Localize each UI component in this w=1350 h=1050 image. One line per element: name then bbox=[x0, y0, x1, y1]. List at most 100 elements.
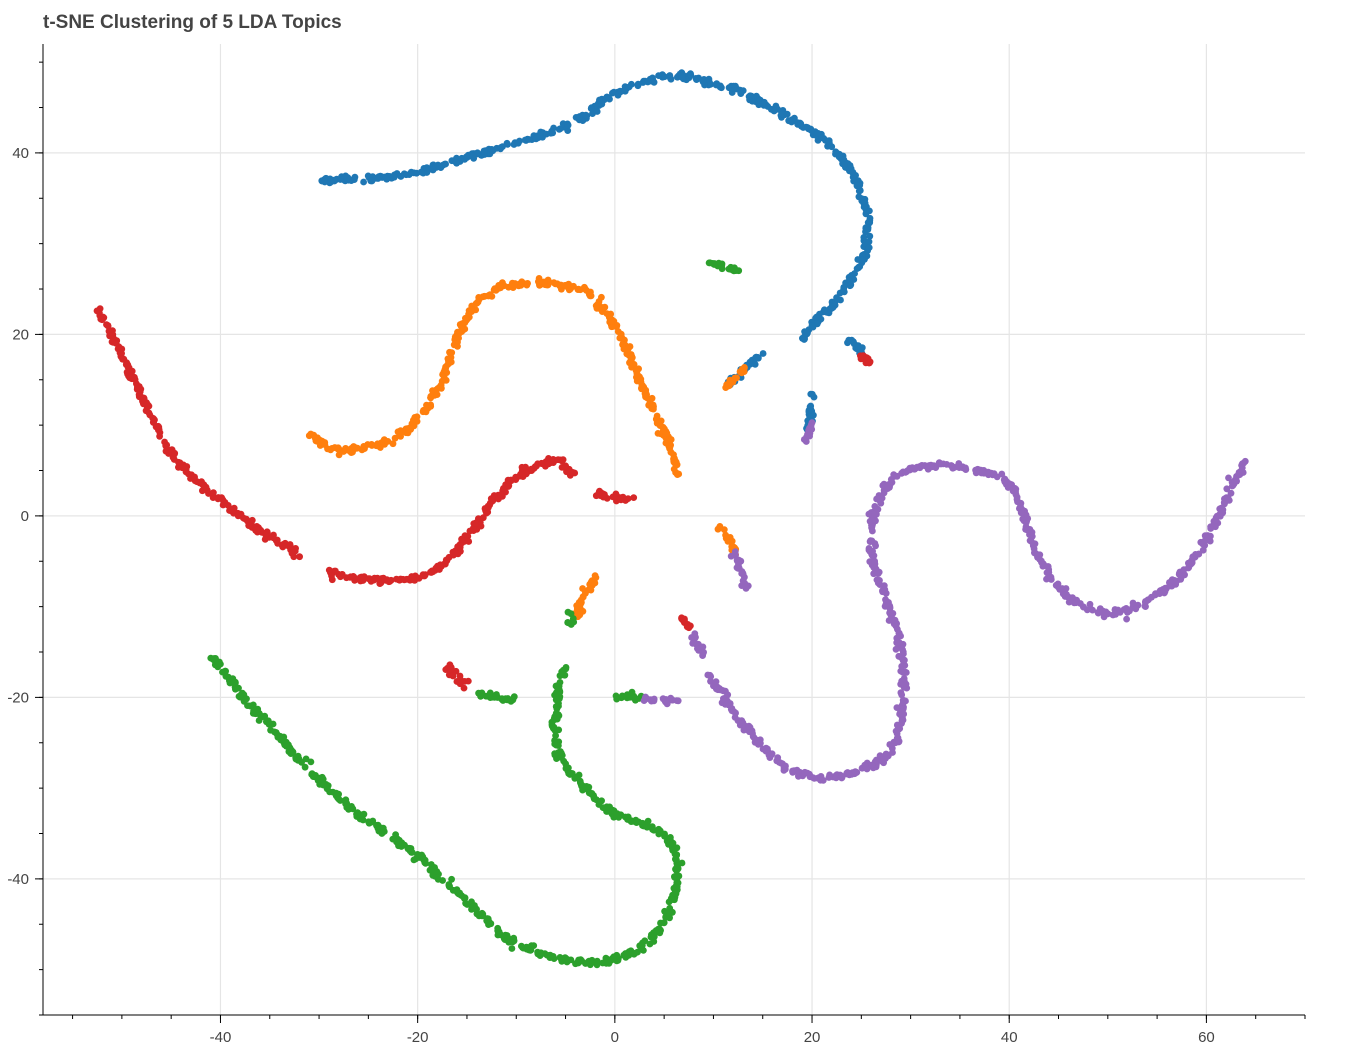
data-point bbox=[712, 678, 720, 686]
data-point bbox=[808, 126, 815, 134]
data-point bbox=[262, 531, 270, 539]
data-point bbox=[383, 175, 391, 183]
data-point bbox=[825, 774, 833, 781]
data-point bbox=[445, 881, 453, 888]
data-point bbox=[392, 834, 399, 842]
data-point bbox=[214, 663, 222, 671]
data-point bbox=[436, 561, 444, 569]
data-point bbox=[261, 712, 269, 720]
data-point bbox=[733, 374, 740, 382]
data-point bbox=[800, 336, 808, 343]
data-point bbox=[505, 482, 513, 490]
series-3-segment-4 bbox=[564, 608, 578, 628]
data-point bbox=[410, 422, 418, 430]
data-point bbox=[617, 494, 624, 502]
data-point bbox=[486, 291, 494, 299]
data-point bbox=[825, 137, 833, 145]
data-point bbox=[1195, 550, 1202, 558]
data-point bbox=[540, 278, 548, 286]
data-point bbox=[319, 775, 327, 783]
data-point bbox=[673, 852, 680, 859]
x-tick-label: 0 bbox=[611, 1029, 619, 1046]
x-tick-label: -20 bbox=[407, 1029, 429, 1046]
data-point bbox=[231, 678, 239, 686]
data-point bbox=[962, 466, 970, 473]
data-point bbox=[451, 333, 459, 341]
data-point bbox=[675, 872, 683, 880]
data-point bbox=[694, 645, 701, 652]
data-point bbox=[608, 323, 616, 331]
y-tick-label: -40 bbox=[7, 871, 29, 888]
data-point bbox=[572, 960, 579, 968]
data-point bbox=[626, 359, 633, 367]
data-point bbox=[738, 570, 746, 577]
data-point bbox=[893, 721, 901, 729]
data-point bbox=[818, 134, 825, 142]
data-point bbox=[661, 73, 668, 81]
data-point bbox=[902, 680, 910, 688]
data-point bbox=[745, 722, 753, 730]
data-point bbox=[250, 707, 257, 715]
data-point bbox=[718, 262, 726, 269]
data-point bbox=[1238, 464, 1246, 472]
data-point bbox=[732, 709, 739, 717]
data-point bbox=[650, 696, 657, 704]
data-point bbox=[853, 182, 861, 190]
data-point bbox=[699, 77, 707, 85]
data-point bbox=[899, 716, 907, 724]
data-point bbox=[423, 164, 431, 172]
data-point bbox=[582, 960, 589, 967]
data-point bbox=[678, 74, 686, 81]
data-point bbox=[124, 363, 132, 371]
data-point bbox=[559, 456, 567, 463]
data-points bbox=[93, 69, 1249, 969]
data-point bbox=[134, 383, 141, 391]
data-point bbox=[480, 147, 488, 155]
data-point bbox=[390, 173, 397, 181]
data-point bbox=[712, 81, 720, 89]
data-point bbox=[564, 121, 572, 129]
data-point bbox=[463, 901, 471, 908]
data-point bbox=[774, 754, 782, 761]
data-point bbox=[1189, 553, 1197, 561]
data-point bbox=[389, 440, 397, 448]
data-point bbox=[828, 304, 836, 312]
data-point bbox=[1229, 481, 1237, 489]
data-point bbox=[554, 682, 561, 689]
data-point bbox=[576, 777, 584, 785]
data-point bbox=[644, 78, 652, 86]
data-point bbox=[503, 139, 511, 147]
data-point bbox=[780, 767, 788, 774]
data-point bbox=[235, 684, 242, 692]
data-point bbox=[700, 648, 707, 656]
data-point bbox=[478, 912, 486, 920]
data-point bbox=[255, 717, 263, 724]
data-point bbox=[1156, 590, 1163, 597]
data-point bbox=[397, 173, 405, 180]
data-point bbox=[296, 553, 303, 561]
data-point bbox=[899, 648, 907, 656]
data-point bbox=[364, 575, 372, 582]
data-point bbox=[596, 96, 603, 104]
data-point bbox=[864, 226, 872, 233]
data-point bbox=[112, 340, 120, 347]
data-point bbox=[461, 678, 469, 685]
data-point bbox=[753, 736, 760, 744]
data-point bbox=[344, 174, 352, 182]
data-point bbox=[865, 238, 873, 246]
data-point bbox=[667, 436, 675, 443]
data-point bbox=[624, 345, 632, 353]
data-point bbox=[592, 574, 600, 581]
data-point bbox=[441, 365, 449, 373]
data-point bbox=[821, 306, 828, 314]
data-point bbox=[525, 136, 533, 143]
data-point bbox=[551, 750, 559, 757]
data-point bbox=[461, 319, 469, 327]
data-point bbox=[593, 108, 601, 115]
data-point bbox=[146, 411, 154, 419]
data-point bbox=[874, 570, 882, 577]
data-point bbox=[851, 270, 858, 277]
data-point bbox=[488, 146, 496, 153]
data-point bbox=[583, 783, 590, 790]
data-point bbox=[1022, 526, 1029, 533]
